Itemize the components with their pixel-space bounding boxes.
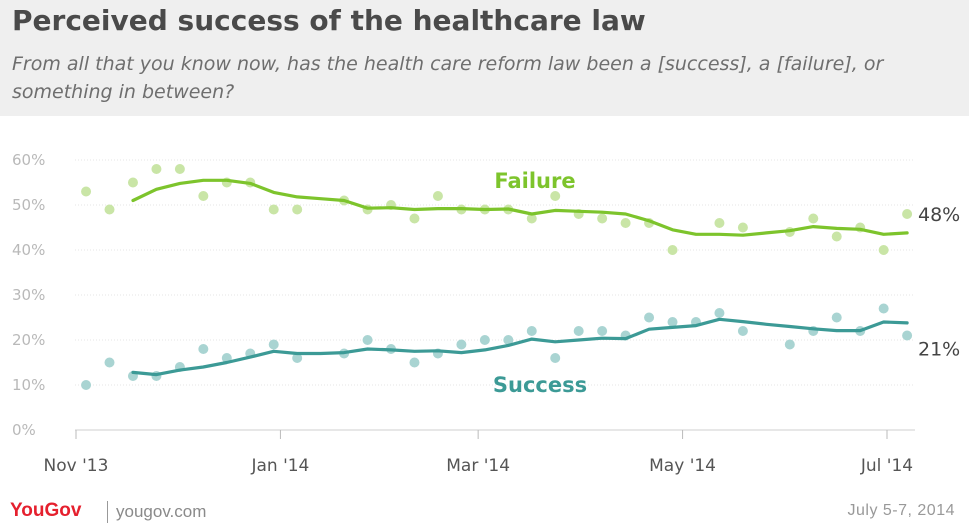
success-data-point: [573, 326, 584, 336]
x-tick-label: Jul '14: [860, 456, 913, 476]
failure-data-point: [597, 213, 608, 224]
success-data-point: [550, 353, 561, 363]
line-chart: 0% 10% 20% 30% 40% 50% 60% Nov '13 Jan '14 Mar '…: [12, 151, 960, 476]
success-data-point: [902, 330, 913, 341]
x-tick-label: Mar '14: [446, 456, 510, 476]
failure-data-point: [902, 209, 913, 219]
trend-lines-layer: [131, 178, 909, 377]
failure-data-point: [620, 218, 631, 228]
failure-data-point: [174, 164, 185, 174]
y-tick-label: 10%: [12, 376, 45, 394]
success-data-point: [503, 335, 514, 345]
success-data-point: [831, 312, 842, 323]
success-data-point: [104, 357, 115, 368]
success-data-point: [597, 326, 608, 336]
failure-data-point: [198, 191, 209, 201]
success-data-point: [784, 339, 795, 350]
failure-trend-line: [131, 178, 909, 237]
failure-end-value: 48%: [918, 204, 960, 226]
success-data-point: [714, 308, 725, 318]
footer-date: July 5-7, 2014: [847, 502, 955, 519]
y-tick-label: 30%: [12, 286, 45, 304]
failure-data-point: [526, 213, 537, 224]
y-tick-label: 50%: [12, 196, 45, 214]
failure-data-point: [81, 186, 92, 197]
success-data-point: [737, 326, 748, 336]
y-tick-label: 40%: [12, 241, 45, 259]
failure-data-point: [409, 213, 420, 224]
failure-data-point: [151, 164, 162, 174]
failure-data-point: [432, 191, 443, 201]
x-axis: Nov '13 Jan '14 Mar '14 May '14 Jul '14: [44, 429, 915, 476]
success-data-point: [362, 335, 373, 345]
chart-title: Perceived success of the healthcare law: [12, 4, 646, 37]
failure-data-point: [808, 213, 819, 224]
success-data-point: [268, 339, 279, 350]
failure-data-point: [714, 218, 725, 228]
chart-header: Perceived success of the healthcare law …: [0, 0, 969, 116]
success-data-point: [292, 353, 303, 363]
success-data-point: [526, 326, 537, 336]
x-tick-label: Jan '14: [250, 456, 309, 476]
footer-divider: [107, 501, 108, 523]
success-series-label: Success: [493, 373, 587, 397]
success-trend-line: [131, 317, 909, 377]
y-tick-label: 60%: [12, 151, 45, 169]
failure-data-point: [550, 191, 561, 201]
failure-data-point: [292, 204, 303, 215]
y-tick-label: 0%: [12, 421, 36, 439]
success-data-point: [409, 357, 420, 368]
success-data-point: [456, 339, 467, 350]
failure-data-point: [667, 245, 678, 255]
footer-site-link[interactable]: yougov.com: [116, 502, 207, 521]
failure-data-point: [878, 245, 889, 255]
failure-data-point: [737, 222, 748, 233]
x-tick-label: Nov '13: [44, 456, 109, 476]
failure-series-label: Failure: [494, 169, 575, 193]
y-axis-labels: 0% 10% 20% 30% 40% 50% 60%: [12, 151, 45, 439]
x-tick-label: May '14: [649, 456, 716, 476]
failure-data-point: [831, 231, 842, 242]
y-tick-label: 20%: [12, 331, 45, 349]
failure-data-point: [104, 204, 115, 215]
success-data-point: [878, 303, 889, 314]
data-points-layer: [81, 164, 913, 390]
success-data-point: [667, 317, 678, 327]
success-data-point: [198, 344, 209, 354]
chart-subtitle: From all that you know now, has the heal…: [12, 53, 884, 103]
yougov-logo[interactable]: YouGov: [10, 500, 82, 521]
series-labels-layer: Failure 48% Success 21%: [493, 169, 960, 397]
success-data-point: [81, 380, 92, 390]
success-data-point: [479, 335, 490, 345]
failure-data-point: [127, 177, 138, 188]
failure-data-point: [268, 204, 279, 215]
success-data-point: [644, 312, 655, 323]
success-end-value: 21%: [918, 339, 960, 361]
